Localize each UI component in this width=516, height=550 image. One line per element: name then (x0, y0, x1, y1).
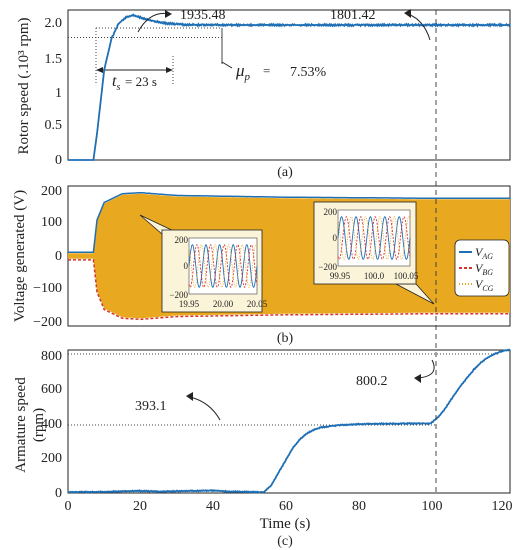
panel-a-ytick: 1.5 (45, 52, 63, 67)
inset-2-xtick: 99.95 (330, 271, 351, 281)
level-393-arrow (189, 396, 221, 421)
inset-1-xtick: 20.05 (247, 299, 268, 309)
level-800-label: 800.2 (356, 374, 388, 389)
inset-phase-wave (188, 244, 258, 288)
panel-a-ytick: 1 (55, 86, 62, 101)
panel-c-y-axis-label-line1: Armature speed (13, 377, 29, 473)
panel-c-ytick: 400 (41, 417, 62, 432)
inset-phase-wave (337, 216, 411, 260)
panel-c-xtick: 40 (206, 499, 220, 514)
inset-phase-wave (337, 216, 411, 260)
phase-b-lower-trace (68, 259, 510, 321)
legend-label-vbg: VBG (475, 261, 493, 277)
panel-c-caption: (c) (277, 534, 293, 549)
inset-2-waveforms (337, 216, 411, 260)
inset-phase-wave (188, 244, 258, 288)
panel-c-x-ticks: 0 20 40 60 80 100 120 (65, 499, 513, 514)
panel-b-ytick: 200 (41, 184, 62, 199)
panel-c-y-axis-label-line2: (rpm) (31, 408, 47, 442)
panel-b-ytick: 0 (55, 249, 62, 264)
settling-time-value: = 23 s (125, 74, 157, 89)
inset-phase-wave (337, 216, 411, 260)
panel-c-ytick: 200 (41, 451, 62, 466)
level-393-arrowhead (186, 392, 193, 401)
legend-box (454, 239, 510, 297)
inset-1-waveforms (188, 244, 258, 288)
panel-c-xtick: 100 (422, 499, 443, 514)
overshoot-value: 7.53% (290, 65, 327, 80)
inset-1-ytick: −200 (169, 290, 188, 300)
panel-c-plot-frame (67, 349, 511, 494)
inset-phase-wave (188, 244, 258, 288)
panel-c-xtick: 20 (133, 499, 147, 514)
inset-2-ytick: 200 (324, 207, 338, 217)
overshoot-equals: = (263, 63, 270, 78)
peak-annotation-arrowhead (165, 10, 172, 18)
panel-b-y-axis-label: Voltage generated (V) (12, 190, 28, 322)
panel-a-plot-frame (67, 9, 511, 161)
panel-b-ytick: −200 (33, 315, 62, 330)
settling-time-arrow-right (166, 67, 173, 73)
inset-1-ytick: 0 (184, 261, 189, 271)
inset-2-ytick: 0 (333, 233, 338, 243)
steady-annotation-arrowhead (404, 9, 411, 18)
panel-b-caption: (b) (277, 331, 294, 346)
peak-value-label: 1935.48 (180, 8, 226, 23)
settling-time-arrow-left (96, 67, 103, 73)
panel-c-xtick: 60 (279, 499, 293, 514)
panel-c-ytick: 0 (55, 486, 62, 501)
panel-c-y-ticks: 800 600 400 200 0 (41, 349, 62, 501)
inset-1-ytick: 200 (175, 235, 189, 245)
panel-a-caption: (a) (277, 165, 293, 180)
panel-c-xtick: 0 (65, 499, 72, 514)
panel-c: 800 600 400 200 0 0 20 40 60 80 100 120 … (13, 348, 513, 549)
inset-1-xtick: 20.00 (213, 299, 234, 309)
level-800-arrowhead (414, 374, 421, 383)
panel-b-ytick: −100 (33, 281, 62, 296)
panel-b-ytick: 100 (41, 215, 62, 230)
panel-b-y-ticks: 200 100 0 −100 −200 (33, 184, 62, 330)
level-393-label: 393.1 (135, 399, 167, 414)
panel-b: 200 100 0 −100 −200 Voltage generated (V… (12, 184, 511, 346)
panel-a-y-ticks: 2.0 1.5 1 0.5 0 (45, 16, 63, 168)
panel-a: 2.0 1.5 1 0.5 0 Rotor speed (.10³ rpm) 1… (16, 8, 511, 180)
phase-a-upper-trace (68, 191, 510, 253)
rotor-speed-curve (68, 13, 511, 161)
inset-2-ytick: −200 (318, 262, 337, 272)
panel-c-ytick: 600 (41, 382, 62, 397)
legend-label-vcg: VCG (475, 277, 494, 293)
steady-value-label: 1801.42 (330, 8, 376, 23)
inset-2-xtick: 100.05 (394, 271, 419, 281)
panel-a-ytick: 2.0 (45, 16, 63, 31)
overshoot-label: μp (235, 61, 251, 83)
panel-c-xtick: 120 (492, 499, 513, 514)
inset-2-xtick: 100.0 (364, 271, 385, 281)
phase-c-envelope (68, 193, 510, 319)
inset-1-xtick: 19.95 (179, 299, 200, 309)
armature-speed-curve (67, 348, 511, 494)
panel-a-y-axis-label: Rotor speed (.10³ rpm) (16, 18, 32, 155)
settling-time-label: ts (112, 73, 120, 93)
panel-c-ytick: 800 (41, 349, 62, 364)
panel-a-ytick: 0.5 (45, 118, 63, 133)
legend-label-vag: VAG (475, 245, 493, 261)
steady-annotation-arrow (407, 13, 431, 41)
level-800-arrow (417, 359, 435, 379)
overshoot-arrow (221, 61, 233, 69)
panel-a-ytick: 0 (55, 153, 62, 168)
panel-c-xtick: 80 (352, 499, 366, 514)
x-axis-label: Time (s) (260, 516, 311, 532)
